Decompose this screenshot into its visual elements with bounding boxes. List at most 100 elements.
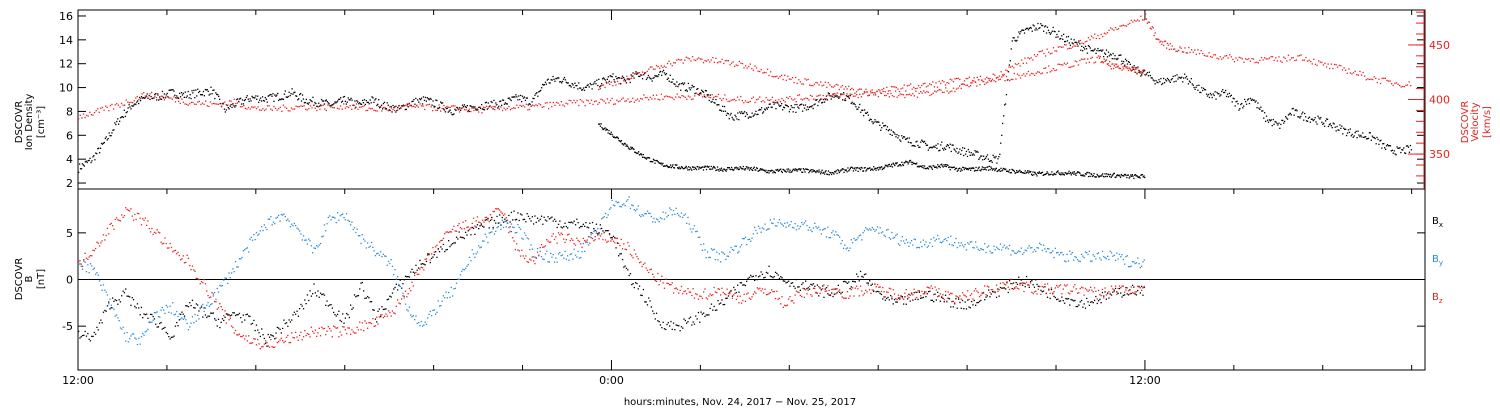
density-point — [215, 92, 217, 94]
b-bx-point — [598, 232, 600, 234]
density-point — [743, 111, 746, 113]
density-point — [937, 165, 940, 168]
density-point — [759, 169, 761, 171]
density-point — [1077, 45, 1079, 47]
density-point — [412, 100, 414, 102]
velocity-point — [519, 104, 521, 107]
velocity-point — [1141, 19, 1144, 21]
b-bx-point — [831, 292, 833, 294]
velocity-point — [865, 91, 867, 93]
b-by-point — [134, 337, 136, 339]
velocity-point — [298, 106, 300, 108]
density-point — [880, 129, 882, 131]
density-point — [280, 98, 282, 101]
velocity-point — [219, 103, 221, 105]
density-point — [1010, 48, 1012, 50]
b-bx-point — [1135, 294, 1138, 296]
velocity-point — [293, 108, 296, 110]
density-point — [605, 128, 608, 130]
velocity-point — [1109, 65, 1112, 67]
density-point — [122, 116, 125, 119]
b-by-point — [734, 245, 736, 247]
velocity-point — [1405, 84, 1407, 86]
b-by-point — [808, 226, 811, 229]
b-by-point — [437, 300, 439, 302]
b-by-point — [172, 302, 174, 304]
b-by-point — [879, 227, 881, 229]
density-point — [734, 167, 736, 169]
b-by-point — [907, 241, 909, 244]
density-point — [728, 167, 730, 169]
density-point — [343, 95, 346, 98]
b-bx-point — [219, 326, 221, 329]
density-point — [1322, 123, 1324, 125]
density-point — [688, 169, 690, 171]
velocity-point — [988, 79, 990, 81]
b-bx-point — [338, 310, 340, 312]
density-point — [1108, 174, 1110, 176]
velocity-point — [1139, 72, 1141, 74]
b-by-point — [89, 263, 92, 265]
b-by-point — [1011, 250, 1013, 252]
b-by-point — [122, 326, 124, 328]
density-point — [1096, 49, 1098, 52]
density-point — [402, 104, 405, 106]
b-by-point — [180, 318, 182, 320]
density-point — [211, 93, 213, 95]
b-by-point — [604, 212, 607, 215]
b-bx-point — [672, 322, 675, 324]
velocity-point — [995, 77, 997, 79]
density-point — [702, 169, 705, 171]
b-by-point — [939, 241, 941, 243]
density-point — [840, 93, 842, 95]
velocity-point — [382, 107, 385, 109]
b-by-point — [561, 254, 564, 256]
velocity-point — [1040, 50, 1042, 53]
density-point — [1356, 137, 1358, 139]
b-bx-point — [835, 288, 837, 290]
b-by-point — [271, 224, 273, 226]
density-point — [656, 75, 658, 77]
density-point — [1080, 174, 1083, 177]
velocity-point — [297, 106, 299, 108]
density-point — [741, 168, 743, 170]
velocity-point — [1016, 73, 1019, 75]
density-point — [1217, 93, 1219, 95]
velocity-point — [1043, 52, 1045, 55]
density-point — [1200, 91, 1202, 94]
density-point — [250, 100, 252, 102]
velocity-point — [1383, 77, 1385, 79]
density-point — [1338, 129, 1340, 131]
b-bx-point — [1079, 301, 1081, 303]
b-by-point — [852, 242, 854, 244]
density-point — [750, 167, 752, 169]
density-point — [1126, 176, 1128, 179]
density-point — [997, 170, 999, 172]
b-by-point — [403, 297, 405, 299]
b-by-point — [472, 253, 475, 255]
density-point — [860, 111, 862, 113]
density-point — [319, 105, 321, 107]
velocity-point — [603, 100, 605, 102]
density-point — [1130, 174, 1132, 176]
b-by-point — [619, 205, 621, 208]
velocity-point — [792, 99, 794, 101]
density-point — [748, 116, 750, 118]
velocity-point — [1192, 51, 1194, 53]
b-by-point — [1031, 247, 1033, 249]
velocity-point — [1114, 63, 1116, 65]
density-point — [1341, 125, 1343, 127]
velocity-point — [465, 109, 467, 111]
velocity-point — [1116, 63, 1118, 65]
density-point — [546, 79, 548, 81]
density-point — [359, 102, 361, 104]
density-point — [176, 95, 178, 97]
density-point — [1063, 174, 1065, 176]
velocity-point — [1129, 22, 1131, 24]
b-bx-point — [1133, 286, 1135, 288]
density-point — [984, 157, 987, 159]
density-point — [928, 147, 930, 149]
velocity-point — [1018, 74, 1020, 77]
velocity-point — [830, 86, 833, 88]
density-point — [1141, 74, 1143, 76]
